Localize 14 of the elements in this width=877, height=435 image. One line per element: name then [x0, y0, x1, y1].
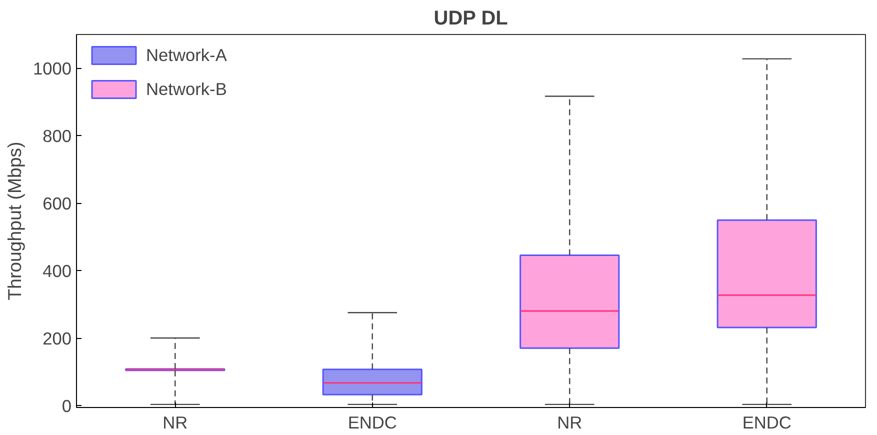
y-tick-label: 600 [42, 193, 72, 214]
chart-title: UDP DL [434, 8, 508, 30]
x-tick-label: ENDC [348, 412, 397, 432]
y-tick-label: 200 [42, 328, 72, 348]
x-tick-label: NR [162, 412, 188, 432]
y-axis-title: Throughput (Mbps) [4, 142, 25, 300]
y-tick-label: 0 [62, 396, 72, 416]
y-tick-label: 400 [42, 260, 72, 281]
x-tick-label: NR [557, 412, 582, 432]
legend-label: Network-B [146, 78, 227, 100]
x-tick-label: ENDC [742, 412, 792, 432]
y-tick-label: 800 [42, 126, 72, 146]
y-tick-label: 1000 [32, 58, 72, 78]
legend-label: Network-A [146, 44, 227, 66]
